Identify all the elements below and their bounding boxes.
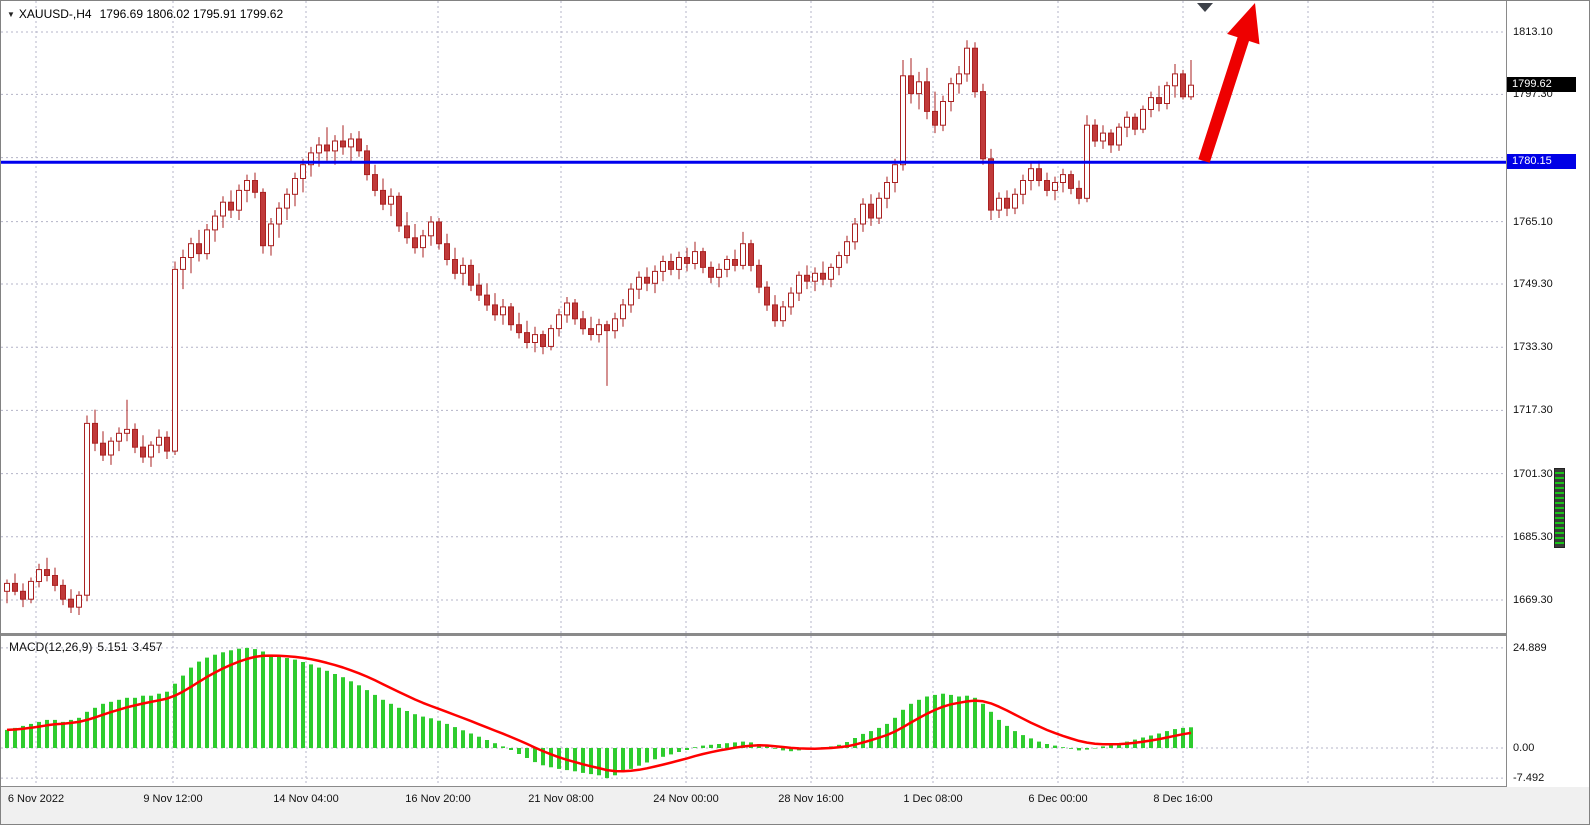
main-chart-canvas[interactable] (1, 1, 1506, 633)
macd-indicator-label: MACD(12,26,9) 5.151 3.457 (9, 640, 167, 654)
ohlc-values: 1796.69 1806.02 1795.91 1799.62 (99, 7, 284, 21)
macd-name: MACD(12,26,9) (9, 640, 93, 654)
price-axis-label: 1733.30 (1513, 341, 1553, 353)
macd-signal-value: 3.457 (132, 640, 163, 654)
time-axis-label: 28 Nov 16:00 (778, 793, 844, 805)
macd-signal-line (6, 654, 1192, 773)
macd-panel[interactable]: MACD(12,26,9) 5.151 3.457 (1, 636, 1506, 786)
price-axis-label: 1669.30 (1513, 594, 1553, 606)
panel-separator[interactable] (1, 633, 1589, 636)
time-axis[interactable]: 6 Nov 2022 9 Nov 12:00 14 Nov 04:00 16 Nov … (1, 787, 1589, 824)
time-axis-label: 9 Nov 12:00 (143, 793, 203, 805)
chart-header: ▼ XAUUSD-,H4 1796.69 1806.02 1795.91 1799.… (7, 7, 283, 21)
macd-main-value: 5.151 (97, 640, 128, 654)
time-axis-label: 6 Dec 00:00 (1028, 793, 1088, 805)
main-gridlines (1, 1, 1506, 633)
macd-gridlines (1, 636, 1506, 786)
main-chart-panel[interactable]: ▼ XAUUSD-,H4 1796.69 1806.02 1795.91 1799.… (1, 1, 1506, 633)
candlesticks (4, 40, 1194, 615)
time-axis-label: 6 Nov 2022 (7, 793, 65, 805)
price-axis-label: 1701.30 (1513, 468, 1553, 480)
time-axis-separator (1, 786, 1589, 787)
scrollbar-thumb[interactable] (1554, 468, 1565, 548)
time-axis-label: 8 Dec 16:00 (1153, 793, 1213, 805)
hline-price-badge: 1780.15 (1507, 154, 1576, 169)
macd-canvas[interactable] (1, 636, 1506, 786)
price-axis[interactable]: 1799.62 1780.15 1813.10 1797.30 1765.10 174… (1506, 1, 1589, 787)
symbol-dropdown-icon[interactable]: ▼ (7, 10, 15, 19)
price-axis-label: 1813.10 (1513, 26, 1553, 38)
price-axis-label: 1717.30 (1513, 404, 1553, 416)
time-axis-label: 1 Dec 08:00 (903, 793, 963, 805)
time-axis-label: 24 Nov 00:00 (653, 793, 719, 805)
current-price-badge: 1799.62 (1507, 77, 1576, 92)
price-axis-label: 1797.30 (1513, 88, 1553, 100)
trend-arrow[interactable] (1198, 3, 1260, 163)
top-marker-icon (1197, 3, 1213, 12)
macd-axis-label: -7.492 (1513, 772, 1545, 784)
price-axis-label: 1685.30 (1513, 531, 1553, 543)
macd-histogram (5, 647, 1193, 779)
time-axis-label: 16 Nov 20:00 (405, 793, 471, 805)
time-axis-label: 21 Nov 08:00 (528, 793, 594, 805)
price-axis-label: 1749.30 (1513, 278, 1553, 290)
macd-axis-label: 0.00 (1513, 742, 1535, 754)
price-axis-label: 1765.10 (1513, 216, 1553, 228)
symbol-timeframe-label: XAUUSD-,H4 (18, 7, 92, 21)
macd-axis-label: 24.889 (1513, 642, 1547, 654)
time-axis-label: 14 Nov 04:00 (273, 793, 339, 805)
